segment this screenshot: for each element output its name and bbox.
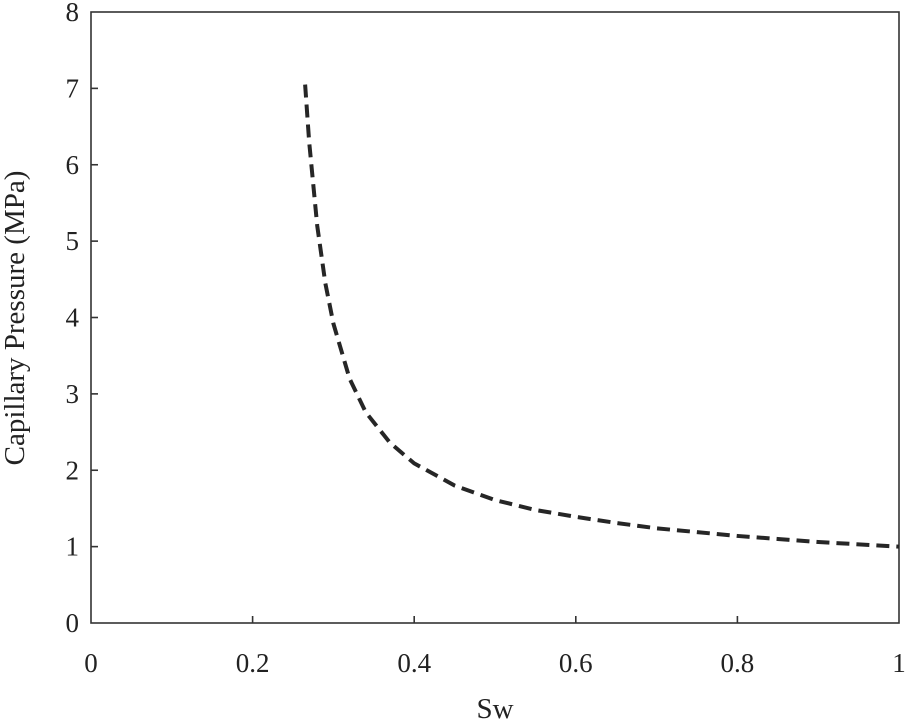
x-tick-label: 0.8 [721, 648, 755, 678]
x-tick-label: 1 [892, 648, 906, 678]
y-tick-label: 8 [66, 0, 80, 27]
series-line [303, 84, 900, 549]
y-tick-label: 5 [66, 226, 80, 256]
plot-area [90, 11, 900, 624]
y-tick-label: 3 [66, 379, 80, 409]
x-tick-label: 0.6 [559, 648, 593, 678]
y-tick-label: 6 [66, 150, 80, 180]
y-tick-label: 2 [66, 455, 80, 485]
y-tick-label: 1 [66, 532, 80, 562]
x-tick-label: 0.2 [236, 648, 270, 678]
x-axis-title: Sw [476, 693, 513, 725]
x-tick-label: 0 [84, 648, 98, 678]
y-axis-title: Capillary Pressure (MPa) [0, 171, 31, 466]
y-tick-label: 7 [66, 73, 80, 103]
y-axis: 0 1 2 3 4 5 6 7 8 [66, 0, 98, 638]
x-tick-label: 0.4 [397, 648, 431, 678]
x-axis: 0 0.2 0.4 0.6 0.8 1 [84, 616, 906, 678]
y-tick-label: 4 [66, 303, 80, 333]
y-tick-label: 0 [66, 608, 80, 638]
plot-frame [90, 11, 900, 624]
